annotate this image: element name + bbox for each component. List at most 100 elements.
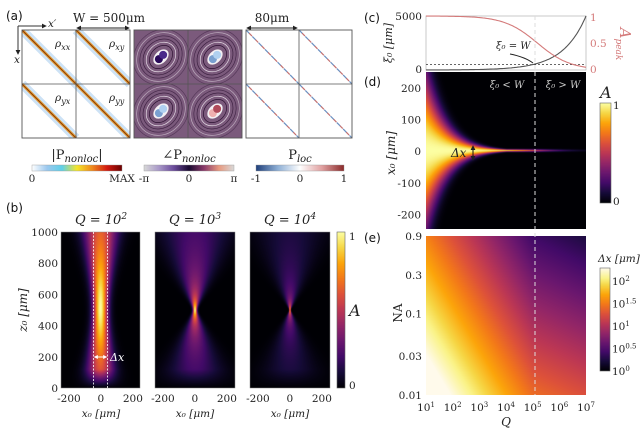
- panel-d: 200 100 0 -100 -200 x₀ [μm] ξ₀ < W ξ₀ > W Δx…: [384, 80, 620, 221]
- plot-c-frame: [425, 15, 587, 71]
- y-tick-label: 0.1: [405, 309, 422, 321]
- panel-c: 5000 0 1 0.5 0 ξ₀ [μm] Apeak ξ₀ = W: [382, 11, 634, 76]
- heatmap-b-q1e2: [61, 232, 140, 388]
- x-tick-label: 102: [444, 401, 462, 414]
- x-tick-label: 200: [217, 393, 237, 405]
- local-diagonal: [298, 83, 352, 138]
- subplot-title: Q = 103: [169, 212, 221, 228]
- colorbar-tick: 0: [186, 173, 193, 185]
- matrix-element-label: ρyx: [54, 92, 71, 106]
- matrix-element-label: ρxy: [108, 38, 125, 52]
- colorbar-title: ∠Pnonloc: [162, 148, 216, 165]
- colorbar: [143, 164, 235, 172]
- y-tick-label: -100: [397, 178, 421, 190]
- matrix-element-label: ρxx: [54, 38, 71, 52]
- x-prime-axis-label: x′: [48, 18, 57, 30]
- heatmap-b-q1e4: [250, 232, 330, 388]
- a-peak-curve: [426, 15, 587, 68]
- dx-annotation-b: Δx: [109, 351, 125, 364]
- x-axis-label: x₀ [μm]: [271, 408, 310, 420]
- colorbar-title: Ploc: [288, 148, 312, 165]
- y-tick-label: 0.9: [405, 231, 422, 243]
- regime-label-right: ξ₀ > W: [546, 80, 581, 91]
- b-ylabel: z₀ [μm]: [16, 288, 30, 333]
- colorbar-e-tick: 100.5: [612, 343, 637, 356]
- colorbar-tick: -π: [139, 173, 150, 185]
- heatmap-b-q1e3: [155, 232, 235, 388]
- phase-ring-pattern: [134, 30, 189, 85]
- x-tick-label: 107: [577, 401, 595, 414]
- colorbar-d-tick-max: 1: [613, 100, 620, 112]
- x-tick-label: 101: [417, 401, 435, 414]
- colorbar-b-frame: [336, 231, 346, 389]
- colorbar-e: [600, 268, 610, 371]
- colorbar-b: [337, 232, 345, 388]
- annotation-pointer: [509, 53, 534, 64]
- e-ylabel: NA: [391, 303, 405, 323]
- y-tick-label: -200: [397, 209, 421, 221]
- xi0-equals-w-annotation: ξ₀ = W: [496, 41, 531, 52]
- y-tick-label: 0: [51, 383, 58, 395]
- x-axis-label: x₀ [μm]: [176, 408, 215, 420]
- x-tick-label: -200: [57, 393, 81, 405]
- x-tick-label: 0: [192, 393, 199, 405]
- x-tick-label: 105: [524, 401, 542, 414]
- heatmap-d: [426, 72, 586, 229]
- colorbar-e-tick: 102: [612, 275, 630, 288]
- y-tick-label: 1000: [31, 227, 58, 239]
- x-axis-label: x: [14, 54, 20, 66]
- c-ylabel: ξ₀ [μm]: [382, 22, 395, 63]
- y-tick-label: 0.3: [405, 270, 422, 282]
- y-tick-label: 0.03: [399, 351, 422, 363]
- y-tick-label: 400: [38, 321, 58, 333]
- x-tick-label: 103: [470, 401, 488, 414]
- matrix-element-label: ρyy: [108, 92, 125, 106]
- subplot-title: Q = 102: [75, 212, 127, 228]
- colorbar: [31, 164, 123, 172]
- x-tick-label: -200: [151, 393, 175, 405]
- colorbar-tick: MAX: [109, 173, 135, 185]
- x-tick-label: -200: [246, 393, 270, 405]
- colorbar-d-frame: [599, 102, 612, 204]
- colorbar-e-tick: 101.5: [612, 298, 637, 311]
- x-tick-label: 104: [497, 401, 515, 414]
- d-ylabel: x₀ [μm]: [384, 131, 398, 175]
- local-diagonal: [246, 30, 300, 85]
- colorbar-tick: 0: [29, 173, 36, 185]
- c-y2label: Apeak: [613, 26, 634, 61]
- y-tick-label: 100: [401, 115, 421, 127]
- regime-label-left: ξ₀ < W: [490, 80, 525, 91]
- x-tick-label: 0: [287, 393, 294, 405]
- x-tick-label: 200: [312, 393, 332, 405]
- scale-label: 80μm: [255, 11, 290, 25]
- colorbar-d-label: A: [598, 83, 612, 102]
- colorbar-d-tick-min: 0: [613, 196, 620, 208]
- x-tick-label: 106: [550, 401, 568, 414]
- panel-label-a: (a): [6, 9, 23, 23]
- colorbar-tick: 0: [297, 173, 304, 185]
- colorbar-tick: π: [231, 173, 238, 185]
- colorbar-d: [600, 103, 611, 203]
- colorbar-b-label: A: [347, 301, 361, 320]
- y-tick-label: 200: [401, 83, 421, 95]
- colorbar-tick: -1: [251, 173, 261, 185]
- c-y2tick-0.5: 0.5: [590, 38, 607, 50]
- y-tick-label: 600: [38, 289, 58, 301]
- c-ytick-0: 0: [415, 64, 422, 76]
- subplot-title: Q = 104: [264, 212, 316, 228]
- panel-label-b: (b): [6, 201, 23, 215]
- panel-a: x′ x W = 500μm 80μm ρxx ρxy ρyx ρyy |Pnonlo…: [14, 11, 353, 185]
- y-tick-label: 800: [38, 258, 58, 270]
- c-y2tick-1: 1: [590, 12, 597, 24]
- e-xlabel: Q: [501, 415, 511, 429]
- x-axis-label: x₀ [μm]: [82, 408, 121, 420]
- dx-annotation-d: Δx: [450, 146, 467, 160]
- c-ytick-5000: 5000: [395, 11, 422, 23]
- local-diagonal: [246, 83, 300, 138]
- x-tick-label: 200: [123, 393, 143, 405]
- phase-ring-pattern: [187, 30, 242, 85]
- heatmap-e: [426, 236, 586, 395]
- y-tick-label: 200: [38, 352, 58, 364]
